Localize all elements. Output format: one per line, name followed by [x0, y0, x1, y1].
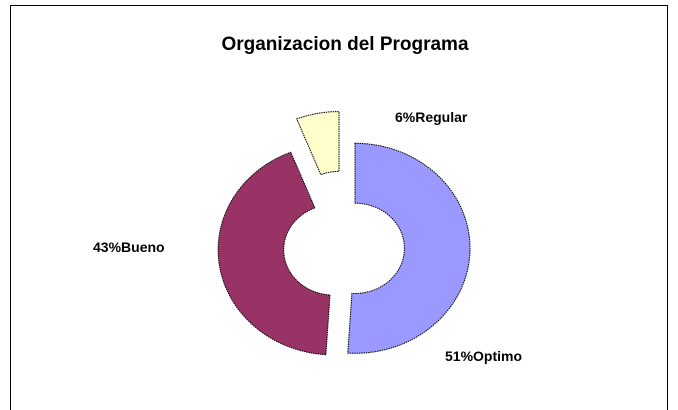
- data-label: 43%Bueno: [93, 239, 165, 255]
- data-label: 6%Regular: [395, 109, 468, 125]
- data-label-category: Bueno: [121, 239, 165, 255]
- doughnut-slice: [296, 111, 340, 176]
- doughnut-slice: [347, 142, 471, 354]
- data-label-value: 6%: [395, 109, 416, 125]
- doughnut-slice: [217, 151, 331, 356]
- data-label-value: 51%: [445, 348, 474, 364]
- chart-title: Organizacion del Programa: [221, 34, 468, 55]
- data-label: 51%Optimo: [445, 348, 522, 364]
- data-label-category: Regular: [415, 109, 468, 125]
- chart-frame: [10, 5, 668, 410]
- data-label-value: 43%: [93, 239, 122, 255]
- data-label-category: Optimo: [473, 348, 522, 364]
